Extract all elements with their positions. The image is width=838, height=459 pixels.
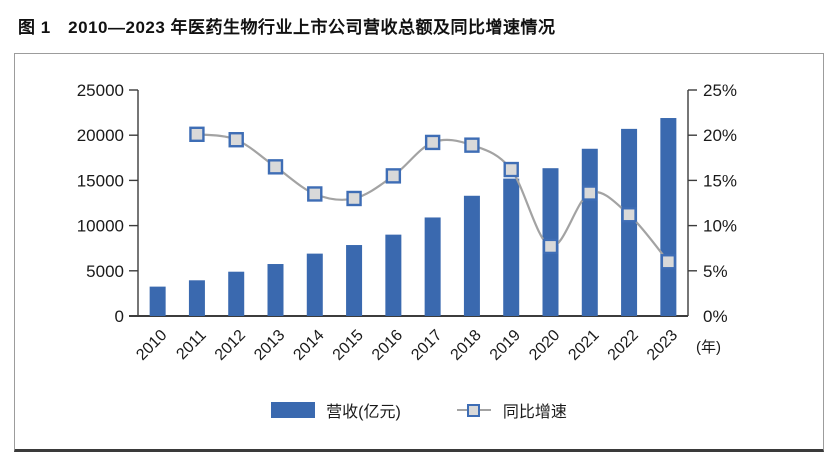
left-axis-tick-label: 25000 <box>77 81 124 100</box>
x-axis-label-2015: 2015 <box>330 327 367 364</box>
legend-item-revenue: 营收(亿元) <box>271 398 401 422</box>
bar-2015 <box>346 245 363 316</box>
growth-marker-2019 <box>503 161 519 178</box>
bar-2010 <box>149 286 166 316</box>
bar-2011 <box>188 280 205 316</box>
growth-marker-2015 <box>346 190 362 207</box>
growth-line-marker-icon <box>456 403 491 418</box>
chart-legend: 营收(亿元) 同比增速 <box>15 398 823 422</box>
bar-2023 <box>660 118 677 316</box>
bar-2016 <box>385 234 402 316</box>
growth-marker-2022 <box>621 207 637 223</box>
growth-marker-2013 <box>267 159 284 175</box>
figure-title: 图 1 2010—2023 年医药生物行业上市公司营收总额及同比增速情况 <box>18 18 556 37</box>
x-axis-label-2018: 2018 <box>448 327 485 364</box>
x-axis-label-2012: 2012 <box>212 327 249 364</box>
x-axis-label-2019: 2019 <box>487 327 524 364</box>
bar-2013 <box>267 264 284 316</box>
x-axis-label-2013: 2013 <box>251 327 288 364</box>
revenue-bar-swatch <box>271 402 316 418</box>
left-axis-tick-label: 0 <box>115 307 124 326</box>
growth-marker-2014 <box>307 186 323 202</box>
left-axis-tick-label: 15000 <box>77 171 124 190</box>
bar-2012 <box>228 271 245 316</box>
x-axis-label-2017: 2017 <box>408 327 445 364</box>
x-axis-label-2016: 2016 <box>369 327 406 364</box>
right-axis-tick-label: 25% <box>703 81 737 100</box>
legend-label-revenue: 营收(亿元) <box>326 404 401 421</box>
x-axis-label-2020: 2020 <box>526 327 563 364</box>
left-axis-tick-label: 10000 <box>77 217 124 236</box>
left-axis-tick-label: 20000 <box>77 126 124 145</box>
x-axis-label-2010: 2010 <box>133 327 170 364</box>
growth-marker-2018 <box>464 137 480 153</box>
right-axis-tick-label: 20% <box>703 126 737 145</box>
combo-chart: 0 0% 5000 5% 10000 10% 15000 15% 20000 20% 25000 25… <box>77 81 737 364</box>
x-axis-label-2014: 2014 <box>290 327 327 364</box>
right-axis-tick-label: 15% <box>703 171 737 190</box>
right-axis-tick-label: 10% <box>703 217 737 236</box>
growth-marker-2016 <box>385 168 402 184</box>
x-axis-label-2023: 2023 <box>644 327 681 364</box>
x-axis-label-2021: 2021 <box>565 327 602 364</box>
right-axis-tick-label: 5% <box>703 262 728 281</box>
x-axis-label-2011: 2011 <box>173 327 209 363</box>
bar-2019 <box>503 178 520 316</box>
right-axis-tick-label: 0% <box>703 307 728 326</box>
x-axis-unit-label: (年) <box>696 339 721 356</box>
x-axis-label-2022: 2022 <box>605 327 642 364</box>
legend-label-growth: 同比增速 <box>502 404 567 421</box>
growth-marker-square <box>467 403 481 417</box>
bar-2018 <box>463 195 480 316</box>
bar-2021 <box>581 148 598 316</box>
growth-marker-2020 <box>542 238 559 255</box>
growth-marker-2023 <box>660 254 677 270</box>
bar-2017 <box>424 217 441 316</box>
growth-marker-2011 <box>189 126 205 142</box>
chart-panel: 0 0% 5000 5% 10000 10% 15000 15% 20000 20% 25000 25… <box>14 53 824 452</box>
legend-item-growth: 同比增速 <box>456 398 567 422</box>
growth-marker-2017 <box>424 134 441 151</box>
growth-marker-2021 <box>582 185 598 201</box>
bar-2014 <box>306 253 323 316</box>
left-axis-tick-label: 5000 <box>86 262 124 281</box>
growth-marker-2012 <box>228 132 244 148</box>
